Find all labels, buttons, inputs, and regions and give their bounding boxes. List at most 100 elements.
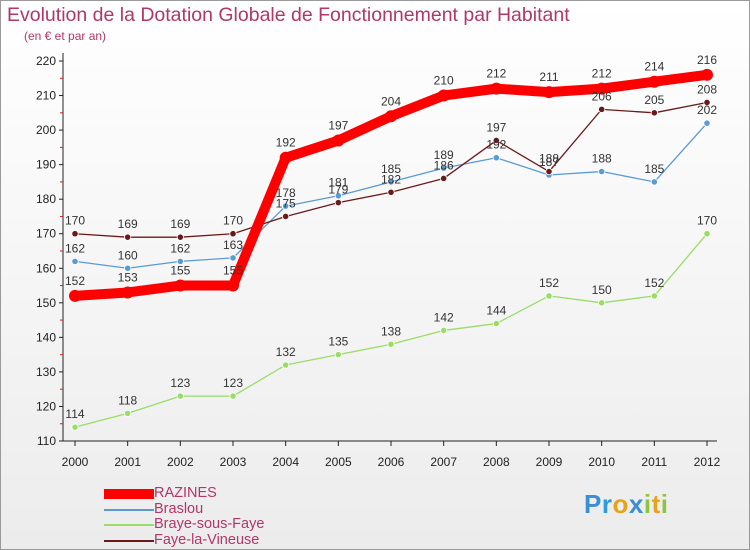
data-label: 135 bbox=[328, 335, 348, 349]
legend-swatch bbox=[104, 524, 154, 526]
x-tick-label: 2000 bbox=[62, 455, 89, 469]
y-tick-label: 110 bbox=[37, 434, 56, 448]
y-tick-label: 130 bbox=[36, 365, 56, 379]
data-label: 197 bbox=[486, 120, 506, 134]
data-label: 132 bbox=[276, 345, 296, 359]
data-label: 206 bbox=[592, 89, 612, 103]
data-label: 138 bbox=[381, 324, 401, 338]
x-tick-label: 2002 bbox=[167, 455, 194, 469]
x-tick-label: 2004 bbox=[272, 455, 299, 469]
data-label: 212 bbox=[486, 67, 506, 81]
data-point bbox=[387, 178, 395, 186]
data-point bbox=[176, 233, 184, 241]
y-tick-label: 210 bbox=[36, 89, 56, 103]
chart-title: Evolution de la Dotation Globale de Fonc… bbox=[7, 4, 570, 26]
x-tick-label: 2005 bbox=[325, 455, 352, 469]
data-label: 197 bbox=[328, 118, 348, 132]
y-tick-label: 160 bbox=[36, 261, 56, 275]
data-label: 185 bbox=[644, 162, 664, 176]
data-label: 152 bbox=[644, 276, 664, 290]
logo-letter: P bbox=[584, 489, 602, 519]
logo-letter: t bbox=[651, 489, 661, 519]
data-point bbox=[121, 286, 134, 299]
data-point bbox=[648, 75, 661, 88]
data-point bbox=[545, 292, 553, 300]
data-label: 186 bbox=[434, 158, 454, 172]
data-label: 189 bbox=[434, 148, 454, 162]
y-tick-label: 120 bbox=[36, 399, 56, 413]
data-point bbox=[124, 409, 132, 417]
data-point bbox=[703, 98, 711, 107]
legend-swatch bbox=[104, 508, 154, 511]
data-label: 160 bbox=[118, 248, 138, 262]
data-point bbox=[387, 188, 395, 196]
x-tick-label: 2003 bbox=[220, 455, 247, 469]
data-point bbox=[124, 264, 132, 272]
data-label: 123 bbox=[170, 376, 190, 390]
data-point bbox=[598, 299, 606, 307]
data-point bbox=[71, 230, 79, 238]
data-label: 214 bbox=[644, 60, 664, 74]
data-point bbox=[227, 279, 239, 292]
data-point bbox=[703, 119, 711, 127]
y-tick-label: 200 bbox=[36, 123, 56, 137]
data-label: 170 bbox=[65, 214, 85, 228]
data-label: 192 bbox=[276, 136, 296, 150]
x-tick-label: 2011 bbox=[641, 455, 667, 469]
x-tick-label: 2010 bbox=[588, 455, 615, 469]
data-label: 155 bbox=[223, 264, 243, 278]
data-point bbox=[387, 340, 395, 348]
data-point bbox=[282, 212, 290, 221]
data-point bbox=[437, 89, 450, 102]
data-label: 170 bbox=[697, 214, 717, 228]
data-label: 150 bbox=[592, 283, 612, 297]
data-point bbox=[174, 279, 187, 292]
data-label: 162 bbox=[65, 241, 85, 255]
data-label: 212 bbox=[592, 67, 612, 81]
data-point bbox=[332, 134, 345, 147]
data-label: 118 bbox=[118, 393, 137, 407]
data-label: 152 bbox=[65, 274, 85, 288]
data-label: 142 bbox=[434, 310, 454, 324]
legend-swatch bbox=[104, 539, 154, 542]
data-label: 188 bbox=[592, 152, 612, 166]
data-point bbox=[490, 82, 503, 95]
x-tick-label: 2007 bbox=[430, 455, 457, 469]
logo-letter: x bbox=[628, 489, 644, 519]
y-tick-label: 150 bbox=[36, 296, 56, 310]
data-point bbox=[282, 361, 290, 369]
data-label: 179 bbox=[328, 183, 348, 197]
legend-label: RAZINES bbox=[154, 485, 217, 501]
data-point bbox=[703, 230, 711, 238]
data-point bbox=[334, 351, 342, 359]
data-point bbox=[492, 319, 500, 328]
data-label: 162 bbox=[170, 241, 190, 255]
data-point bbox=[440, 326, 448, 335]
data-point bbox=[545, 167, 553, 176]
logo-letter: i bbox=[660, 489, 669, 519]
y-tick-label: 180 bbox=[36, 192, 56, 206]
logo-letter: o bbox=[612, 489, 629, 519]
data-point bbox=[598, 105, 606, 113]
data-point bbox=[176, 257, 184, 265]
data-label: 182 bbox=[381, 172, 401, 186]
data-label: 170 bbox=[223, 214, 243, 228]
data-point bbox=[598, 167, 606, 176]
data-point bbox=[124, 233, 132, 241]
y-tick-label: 140 bbox=[36, 330, 56, 344]
data-point bbox=[229, 392, 237, 400]
data-label: 210 bbox=[434, 74, 454, 88]
data-label: 185 bbox=[381, 162, 401, 176]
data-point bbox=[543, 86, 555, 99]
data-point bbox=[701, 68, 713, 81]
data-point bbox=[492, 136, 500, 145]
data-label: 205 bbox=[644, 93, 664, 107]
series-layer bbox=[69, 68, 713, 431]
data-point bbox=[176, 392, 184, 400]
data-point bbox=[440, 164, 448, 172]
data-label: 152 bbox=[539, 276, 559, 290]
x-tick-label: 2012 bbox=[694, 455, 721, 469]
data-point bbox=[440, 174, 448, 183]
data-label: 169 bbox=[170, 217, 190, 231]
